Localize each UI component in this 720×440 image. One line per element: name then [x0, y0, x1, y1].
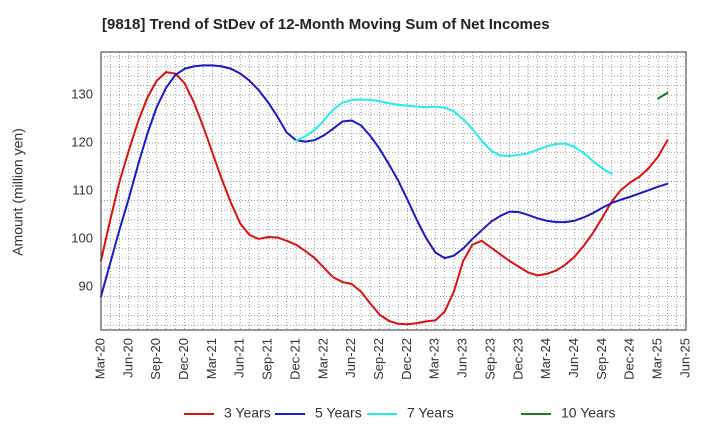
x-tick-label: Dec-21 — [287, 338, 302, 380]
x-tick-label: Mar-22 — [315, 338, 330, 379]
series-line — [100, 64, 669, 298]
series-line — [295, 98, 613, 175]
x-tick-label: Dec-22 — [399, 338, 414, 380]
x-tick-label: Sep-22 — [371, 338, 386, 380]
x-tick-label: Sep-20 — [148, 338, 163, 380]
x-tick-label: Mar-23 — [427, 338, 442, 379]
y-tick-label: 120 — [71, 135, 93, 150]
x-tick-label: Jun-25 — [677, 338, 692, 378]
x-tick-label: Sep-23 — [482, 338, 497, 380]
x-tick-label: Mar-20 — [92, 338, 107, 379]
x-tick-label: Jun-23 — [455, 338, 470, 378]
x-tick-label: Jun-20 — [120, 338, 135, 378]
legend-label: 3 Years — [224, 405, 271, 421]
chart-title: [9818] Trend of StDev of 12-Month Moving… — [102, 16, 550, 33]
legend-label: 7 Years — [407, 405, 454, 421]
series-line — [100, 71, 669, 326]
axis-layer: 90 100 110 120 130 Mar-20 Jun-20 Sep-20 Dec-20 Ma… — [71, 51, 692, 380]
x-tick-label: Dec-24 — [622, 338, 637, 380]
y-tick-label: 100 — [71, 230, 93, 245]
legend: 3 Years 5 Years 7 Years 10 Years — [184, 405, 616, 421]
y-axis-title: Amount (million yen) — [10, 128, 26, 256]
y-tick-label: 90 — [79, 278, 93, 293]
plot-frame — [100, 51, 687, 331]
y-tick-label: 130 — [71, 87, 93, 102]
x-tick-label: Mar-21 — [204, 338, 219, 379]
y-tick-label: 110 — [72, 182, 93, 197]
x-tick-label: Dec-23 — [510, 338, 525, 380]
x-tick-label: Jun-21 — [232, 338, 247, 378]
x-tick-label: Sep-21 — [260, 338, 275, 380]
x-tick-label: Dec-20 — [176, 338, 191, 380]
x-tick-label: Mar-24 — [538, 338, 553, 379]
legend-label: 10 Years — [561, 405, 616, 421]
legend-label: 5 Years — [315, 405, 362, 421]
series-layer — [100, 64, 669, 326]
x-tick-label: Sep-24 — [594, 338, 609, 380]
x-tick-label: Jun-22 — [343, 338, 358, 378]
grid-layer — [100, 52, 687, 330]
series-line — [657, 91, 669, 100]
x-tick-label: Jun-24 — [566, 338, 581, 378]
plot-area — [101, 52, 686, 330]
x-tick-label: Mar-25 — [650, 338, 665, 379]
